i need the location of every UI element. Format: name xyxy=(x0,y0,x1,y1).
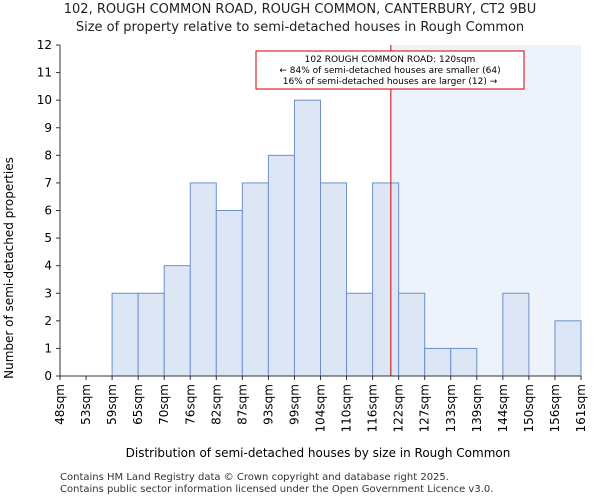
bar-59sqm xyxy=(111,292,139,377)
y-tick-label: 6 xyxy=(44,204,52,218)
footer-licence: Contains public sector information licen… xyxy=(60,484,494,495)
bar-122sqm xyxy=(398,292,426,377)
x-tick-label: 99sqm xyxy=(287,384,301,425)
x-tick-label: 65sqm xyxy=(131,384,145,425)
y-tick-label: 10 xyxy=(37,93,52,107)
x-tick-label: 104sqm xyxy=(314,384,328,432)
x-tick-label: 133sqm xyxy=(444,384,458,432)
bar-93sqm xyxy=(267,154,295,377)
bar-127sqm xyxy=(424,347,452,377)
bar-156sqm xyxy=(554,320,582,377)
y-tick-label: 11 xyxy=(37,66,52,80)
bar-76sqm xyxy=(189,182,217,377)
bar-110sqm xyxy=(346,292,374,377)
bar-70sqm xyxy=(163,265,191,377)
x-tick-label: 87sqm xyxy=(235,384,249,425)
y-tick-label: 8 xyxy=(44,148,52,162)
y-tick-label: 1 xyxy=(44,341,52,355)
x-tick-label: 156sqm xyxy=(548,384,562,432)
annotation-box: 102 ROUGH COMMON ROAD: 120sqm ← 84% of s… xyxy=(255,50,525,90)
x-axis-label: Distribution of semi-detached houses by … xyxy=(126,446,511,460)
y-tick-label: 7 xyxy=(44,176,52,190)
y-tick-label: 0 xyxy=(44,369,52,383)
annotation-line-2: ← 84% of semi-detached houses are smalle… xyxy=(279,66,500,76)
bar-99sqm xyxy=(293,99,322,377)
y-tick-label: 3 xyxy=(44,286,52,300)
y-tick-label: 2 xyxy=(44,314,52,328)
chart-title: Size of property relative to semi-detach… xyxy=(75,20,525,35)
y-tick-label: 12 xyxy=(37,38,52,52)
annotation-line-1: 102 ROUGH COMMON ROAD: 120sqm xyxy=(305,55,476,65)
x-tick-label: 150sqm xyxy=(522,384,536,432)
x-tick-label: 82sqm xyxy=(209,384,223,425)
x-tick-label: 139sqm xyxy=(470,384,484,432)
bar-65sqm xyxy=(137,292,165,377)
x-tick-label: 53sqm xyxy=(79,384,93,425)
annotation-line-3: 16% of semi-detached houses are larger (… xyxy=(283,77,498,87)
x-tick-label: 70sqm xyxy=(157,384,171,425)
x-tick-label: 127sqm xyxy=(418,384,432,432)
x-tick-label: 76sqm xyxy=(183,384,197,425)
x-tick-label: 93sqm xyxy=(261,384,275,425)
y-tick-label: 5 xyxy=(44,231,52,245)
y-tick-label: 9 xyxy=(44,121,52,135)
chart-title-address: 102, ROUGH COMMON ROAD, ROUGH COMMON, CA… xyxy=(63,2,537,17)
x-tick-label: 116sqm xyxy=(366,384,380,432)
bar-116sqm xyxy=(372,182,400,377)
bar-133sqm xyxy=(450,347,478,377)
y-axis-label: Number of semi-detached properties xyxy=(2,157,16,379)
x-tick-label: 59sqm xyxy=(105,384,119,425)
footer-copyright: Contains HM Land Registry data © Crown c… xyxy=(60,472,449,483)
x-tick-label: 48sqm xyxy=(53,384,67,425)
x-tick-label: 144sqm xyxy=(496,384,510,432)
x-tick-label: 110sqm xyxy=(340,384,354,432)
bar-87sqm xyxy=(241,182,269,377)
x-tick-label: 161sqm xyxy=(574,384,588,432)
bar-82sqm xyxy=(215,210,243,377)
y-tick-label: 4 xyxy=(44,259,52,273)
x-tick-label: 122sqm xyxy=(392,384,406,432)
bar-144sqm xyxy=(502,292,530,377)
bar-104sqm xyxy=(320,182,348,377)
